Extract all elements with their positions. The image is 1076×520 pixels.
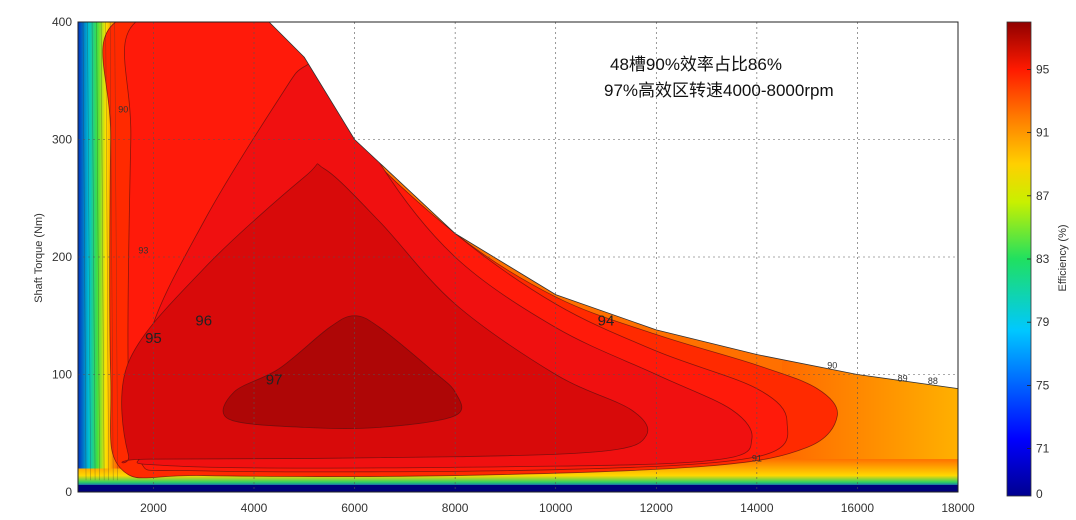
x-tick-label: 14000 xyxy=(740,501,774,515)
y-tick-label: 0 xyxy=(65,485,72,499)
region-zero-torque xyxy=(78,484,958,492)
colorbar-tick-label: 71 xyxy=(1036,442,1050,456)
x-tick-label: 16000 xyxy=(841,501,875,515)
x-tick-label: 4000 xyxy=(241,501,268,515)
colorbar-tick-label: 75 xyxy=(1036,378,1050,392)
contour-label: 89 xyxy=(898,374,908,384)
contour-label: 90 xyxy=(827,361,837,371)
contour-line xyxy=(100,22,105,481)
colorbar-tick-label: 83 xyxy=(1036,252,1050,266)
annotation-line-1: 48槽90%效率占比86% xyxy=(610,55,782,74)
x-tick-label: 8000 xyxy=(442,501,469,515)
colorbar-tick-label: 87 xyxy=(1036,189,1050,203)
y-tick-label: 300 xyxy=(52,133,72,147)
contour-label: 97 xyxy=(266,371,283,388)
x-tick-label: 2000 xyxy=(140,501,167,515)
colorbar-ticks: 95 91 87 83 79 75 71 0 xyxy=(1027,62,1050,501)
x-tick-label: 18000 xyxy=(941,501,975,515)
contour-label: 93 xyxy=(138,246,148,256)
contour-label: 90 xyxy=(118,105,128,115)
contour-label: 88 xyxy=(928,376,938,386)
colorbar-tick-label: 79 xyxy=(1036,315,1050,329)
contour-line xyxy=(114,22,118,481)
y-tick-label: 400 xyxy=(52,15,72,29)
x-tick-label: 10000 xyxy=(539,501,573,515)
colorbar-tick-label: 95 xyxy=(1036,62,1050,76)
contour-line xyxy=(96,22,100,481)
y-tick-label: 200 xyxy=(52,250,72,264)
y-axis-label: Shaft Torque (Nm) xyxy=(33,213,45,303)
contour-line xyxy=(91,22,96,481)
x-tick-label: 12000 xyxy=(640,501,674,515)
contour-line xyxy=(82,22,87,481)
contour-line xyxy=(109,22,114,481)
annotation-line-2: 97%高效区转速4000-8000rpm xyxy=(604,81,834,100)
x-tick-label: 6000 xyxy=(341,501,368,515)
efficiency-region-97 xyxy=(222,315,463,430)
contour-line xyxy=(105,22,109,481)
y-tick-label: 100 xyxy=(52,368,72,382)
colorbar-tick-label: 91 xyxy=(1036,126,1050,140)
contour-line xyxy=(87,22,91,481)
colorbar-tick-label: 0 xyxy=(1036,487,1043,501)
axes: 2000 4000 6000 8000 10000 12000 14000 16000 1800… xyxy=(52,15,975,515)
plot-frame xyxy=(77,21,959,493)
contour-label: 96 xyxy=(195,313,212,330)
contour-label: 94 xyxy=(598,313,615,330)
colorbar-label: Efficiency (%) xyxy=(1057,224,1069,291)
